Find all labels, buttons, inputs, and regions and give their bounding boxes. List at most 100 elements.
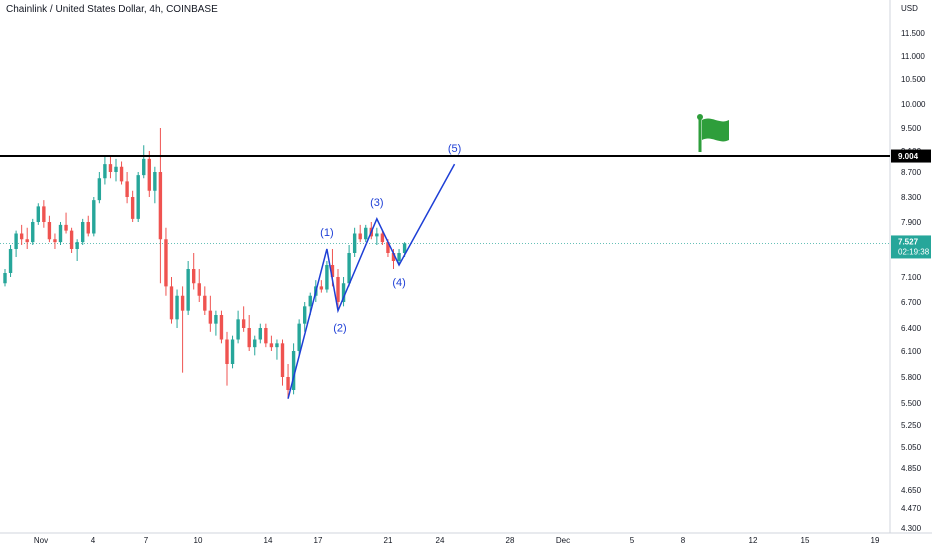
y-tick-label: 4.650 (901, 486, 922, 495)
x-tick-label: 12 (749, 536, 758, 545)
candle (69, 227, 74, 253)
candle (258, 323, 262, 344)
x-tick-label: 17 (314, 536, 323, 545)
wave-label: (4) (392, 277, 405, 289)
x-tick-label: 21 (384, 536, 393, 545)
y-tick-label: 5.500 (901, 399, 922, 408)
y-tick-label: 5.250 (901, 421, 922, 430)
candle (36, 203, 40, 225)
candle (275, 339, 279, 360)
candle (375, 227, 379, 245)
candle (58, 222, 63, 245)
y-tick-label: 11.500 (901, 29, 925, 38)
candle (92, 197, 96, 237)
y-tick-label: 4.470 (901, 504, 922, 513)
candle (269, 335, 274, 351)
candle (86, 215, 90, 237)
y-tick-label: 10.000 (901, 100, 926, 109)
y-tick-label: 4.300 (901, 524, 922, 533)
candle (47, 215, 52, 243)
y-tick-label: 9.500 (901, 124, 922, 133)
candle (175, 289, 179, 328)
candle (253, 335, 257, 356)
x-tick-label: 8 (681, 536, 686, 545)
candle (192, 253, 196, 290)
y-tick-label: 6.100 (901, 347, 922, 356)
candle (142, 145, 146, 179)
candle (203, 286, 207, 315)
candle (19, 224, 24, 245)
candle (153, 166, 157, 204)
candle (225, 331, 229, 386)
candle (130, 190, 135, 222)
candle (125, 172, 129, 204)
candle (336, 269, 340, 311)
candle (164, 227, 168, 296)
x-tick-label: 4 (91, 536, 96, 545)
y-tick-label: 6.400 (901, 324, 922, 333)
svg-text:7.527: 7.527 (898, 237, 919, 246)
y-tick-label: 10.500 (901, 75, 926, 84)
wave-label: (2) (333, 323, 346, 335)
candle (341, 277, 346, 307)
elliott-wave-path[interactable] (287, 163, 456, 399)
wave-label: (3) (370, 197, 383, 209)
candle (158, 128, 163, 284)
y-tick-label: 7.100 (901, 273, 922, 282)
candle (303, 302, 307, 332)
x-tick-label: 19 (871, 536, 880, 545)
candle (147, 151, 151, 197)
svg-text:02:19:38: 02:19:38 (898, 247, 930, 256)
y-tick-label: 4.850 (901, 464, 922, 473)
candle (264, 323, 268, 348)
x-tick-label: Dec (556, 536, 570, 545)
candle (64, 212, 68, 234)
x-tick-label: 7 (144, 536, 149, 545)
chart-title: Chainlink / United States Dollar, 4h, CO… (6, 4, 218, 15)
candle (136, 172, 140, 222)
candle (397, 249, 401, 265)
candle (97, 172, 102, 204)
resistance-price-tag: 9.004 (891, 149, 931, 163)
candle (103, 156, 107, 185)
y-tick-label: 5.800 (901, 373, 922, 382)
y-tick-label: 7.900 (901, 218, 922, 227)
candle (297, 319, 301, 356)
x-tick-label: 5 (630, 536, 635, 545)
candle (42, 200, 46, 228)
wave-label: (1) (320, 227, 333, 239)
candle (31, 218, 35, 245)
flag-icon[interactable] (697, 114, 729, 152)
candle (25, 227, 29, 249)
x-tick-label: 14 (264, 536, 273, 545)
candle (114, 158, 118, 182)
candle (214, 310, 218, 336)
candle (208, 295, 213, 332)
y-tick-label: 8.300 (901, 193, 922, 202)
candle (230, 335, 235, 369)
candle (108, 156, 113, 179)
candle (169, 277, 174, 324)
x-tick-label: 24 (436, 536, 445, 545)
candle (236, 310, 240, 344)
x-tick-label: 28 (506, 536, 515, 545)
candle (364, 224, 368, 243)
y-tick-label: 5.050 (901, 443, 922, 452)
y-tick-label: 6.700 (901, 298, 922, 307)
candle (358, 224, 362, 243)
candle (3, 269, 7, 287)
candle (291, 343, 296, 395)
candle (81, 218, 85, 245)
candle (119, 161, 124, 185)
x-tick-label: 15 (801, 536, 810, 545)
candle (347, 245, 351, 287)
candle (53, 233, 57, 249)
candle (75, 239, 79, 261)
candle (319, 280, 324, 293)
candle (197, 269, 201, 302)
candle (280, 339, 285, 386)
x-tick-label: Nov (34, 536, 48, 545)
candle (219, 310, 224, 344)
x-tick-label: 10 (194, 536, 203, 545)
